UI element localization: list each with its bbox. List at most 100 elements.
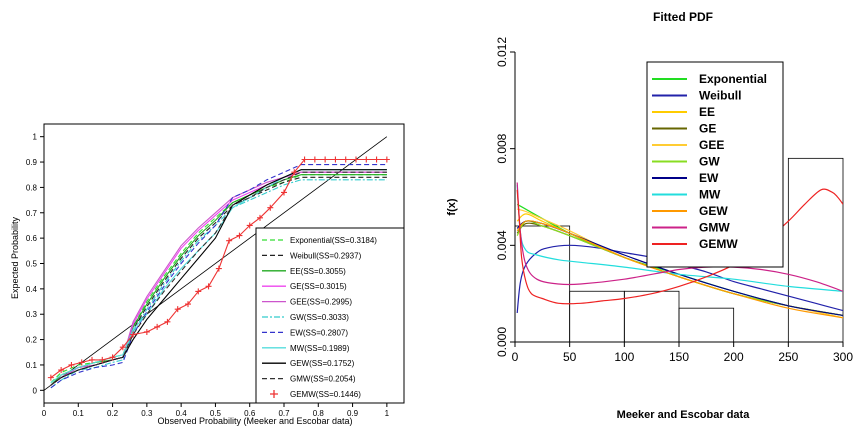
chart1-legend-label: GEE xyxy=(699,138,724,152)
chart0-point-marker xyxy=(267,204,274,211)
chart0-xtick-label: 0.6 xyxy=(244,409,256,418)
chart1-density-curve xyxy=(516,184,843,292)
chart0-point-marker xyxy=(195,288,202,295)
chart0-legend-label: GW(SS=0.3033) xyxy=(290,313,349,322)
chart1-density-curve xyxy=(516,182,843,292)
chart0-point-marker xyxy=(99,356,106,363)
chart0-ytick-label: 0 xyxy=(33,386,38,395)
chart0-point-marker xyxy=(143,328,150,335)
chart1-density-curve xyxy=(516,220,843,319)
chart1-legend-label: GE xyxy=(699,122,716,136)
chart0-xtick-label: 1 xyxy=(385,409,390,418)
chart0-point-marker xyxy=(246,222,253,229)
chart0-xtick-label: 0.3 xyxy=(141,409,153,418)
chart0-point-marker xyxy=(257,214,263,221)
chart1-ylabel: f(x) xyxy=(446,198,458,215)
chart0-ytick-label: 0.7 xyxy=(26,209,38,218)
chart0-reference-line xyxy=(43,136,388,391)
chart0-legend-label: GMW(SS=0.2054) xyxy=(290,375,356,384)
chart0-ytick-label: 0.3 xyxy=(26,310,38,319)
chart0-point-marker xyxy=(78,359,85,366)
chart0-legend-label: GEE(SS=0.2995) xyxy=(290,298,352,307)
chart0-ylabel: Expected Probability xyxy=(10,216,20,299)
chart1-xtick-label: 300 xyxy=(833,350,853,364)
chart0-xtick-label: 0.8 xyxy=(313,409,325,418)
chart0-xtick-label: 0.2 xyxy=(107,409,119,418)
chart0-legend-label: Exponential(SS=0.3184) xyxy=(290,236,377,245)
chart0-point-marker xyxy=(185,301,191,308)
chart1-legend-label: GEMW xyxy=(699,237,738,251)
chart0-point-marker xyxy=(164,318,171,325)
chart0-legend-label: EE(SS=0.3055) xyxy=(290,267,346,276)
chart0-ytick-label: 0.6 xyxy=(26,234,38,243)
chart0-point-marker xyxy=(322,156,329,163)
chart1-legend-label: Weibull xyxy=(699,89,741,103)
chart0-legend-label: MW(SS=0.1989) xyxy=(290,344,350,353)
chart0-ytick-label: 0.9 xyxy=(26,158,38,167)
chart0-point-marker xyxy=(281,189,287,196)
chart0-legend-label: EW(SS=0.2807) xyxy=(290,328,348,337)
chart1-xtick-label: 250 xyxy=(778,350,798,364)
chart0-legend-label: GEMW(SS=0.1446) xyxy=(290,390,361,399)
chart1-histogram-bar xyxy=(787,157,844,343)
chart0-ytick-label: 0.2 xyxy=(26,336,38,345)
chart1-xtick-label: 150 xyxy=(669,350,689,364)
chart0-point-marker xyxy=(226,237,233,244)
probability-plot: Observed Probability (Meeker and Escobar… xyxy=(10,123,405,426)
chart0-point-marker xyxy=(47,374,54,381)
chart0-point-marker xyxy=(119,344,126,351)
chart0-ytick-label: 0.8 xyxy=(26,183,38,192)
chart0-point-marker xyxy=(373,156,380,163)
chart1-ytick-label: 0.008 xyxy=(495,133,509,163)
chart1-ytick-label: 0.004 xyxy=(495,230,509,260)
chart0-ytick-label: 0.4 xyxy=(26,285,38,294)
chart0-series-line xyxy=(50,176,387,386)
chart0-series-line xyxy=(50,164,387,389)
chart0-point-marker xyxy=(205,283,212,290)
chart0-legend-label: Weibull(SS=0.2937) xyxy=(290,251,362,260)
chart0-ytick-label: 0.5 xyxy=(26,260,38,269)
chart1-density-curve xyxy=(516,188,843,305)
fitted-pdf-chart: Fitted PDF Meeker and Escobar data f(x) … xyxy=(446,10,853,421)
chart1-ytick-label: 0.000 xyxy=(495,327,509,357)
chart0-point-marker xyxy=(89,356,95,363)
chart0-point-marker xyxy=(383,156,390,163)
chart0-point-marker xyxy=(236,232,243,239)
chart1-legend-label: Exponential xyxy=(699,72,767,86)
chart0-point-marker xyxy=(342,156,349,163)
chart1-legend-label: EW xyxy=(699,171,719,185)
chart0-ytick-label: 0.1 xyxy=(26,361,38,370)
chart0-legend-box xyxy=(255,227,405,404)
chart0-ytick-label: 1 xyxy=(33,133,38,142)
chart1-xtick-label: 100 xyxy=(614,350,634,364)
chart1-histogram-bar xyxy=(623,290,680,343)
chart1-xtick-label: 50 xyxy=(563,350,577,364)
chart0-point-marker xyxy=(68,361,75,368)
chart0-point-marker xyxy=(174,306,181,313)
chart0-legend-label: GEW(SS=0.1752) xyxy=(290,359,355,368)
chart0-series-line xyxy=(50,179,387,389)
chart1-ytick-label: 0.012 xyxy=(495,37,509,67)
chart0-xtick-label: 0 xyxy=(42,409,47,418)
chart1-xtick-label: 200 xyxy=(724,350,744,364)
chart1-xlabel: Meeker and Escobar data xyxy=(617,409,751,421)
chart0-xtick-label: 0.1 xyxy=(73,409,85,418)
chart0-xtick-label: 0.4 xyxy=(176,409,188,418)
chart0-xtick-label: 0.9 xyxy=(347,409,359,418)
chart0-point-marker xyxy=(332,156,339,163)
chart0-xlabel: Observed Probability (Meeker and Escobar… xyxy=(157,416,352,426)
chart1-legend-label: MW xyxy=(699,188,721,202)
chart0-xtick-label: 0.5 xyxy=(210,409,222,418)
chart0-legend-label: GE(SS=0.3015) xyxy=(290,282,347,291)
chart0-point-marker xyxy=(301,156,308,163)
chart1-title: Fitted PDF xyxy=(653,10,713,24)
chart1-legend-label: GEW xyxy=(699,204,728,218)
chart0-point-marker xyxy=(363,156,370,163)
chart0-point-marker xyxy=(130,331,137,338)
chart1-legend-label: GMW xyxy=(699,221,730,235)
chart0-series-line xyxy=(50,169,387,386)
chart0-point-marker xyxy=(154,323,161,330)
chart0-point-marker xyxy=(311,156,318,163)
